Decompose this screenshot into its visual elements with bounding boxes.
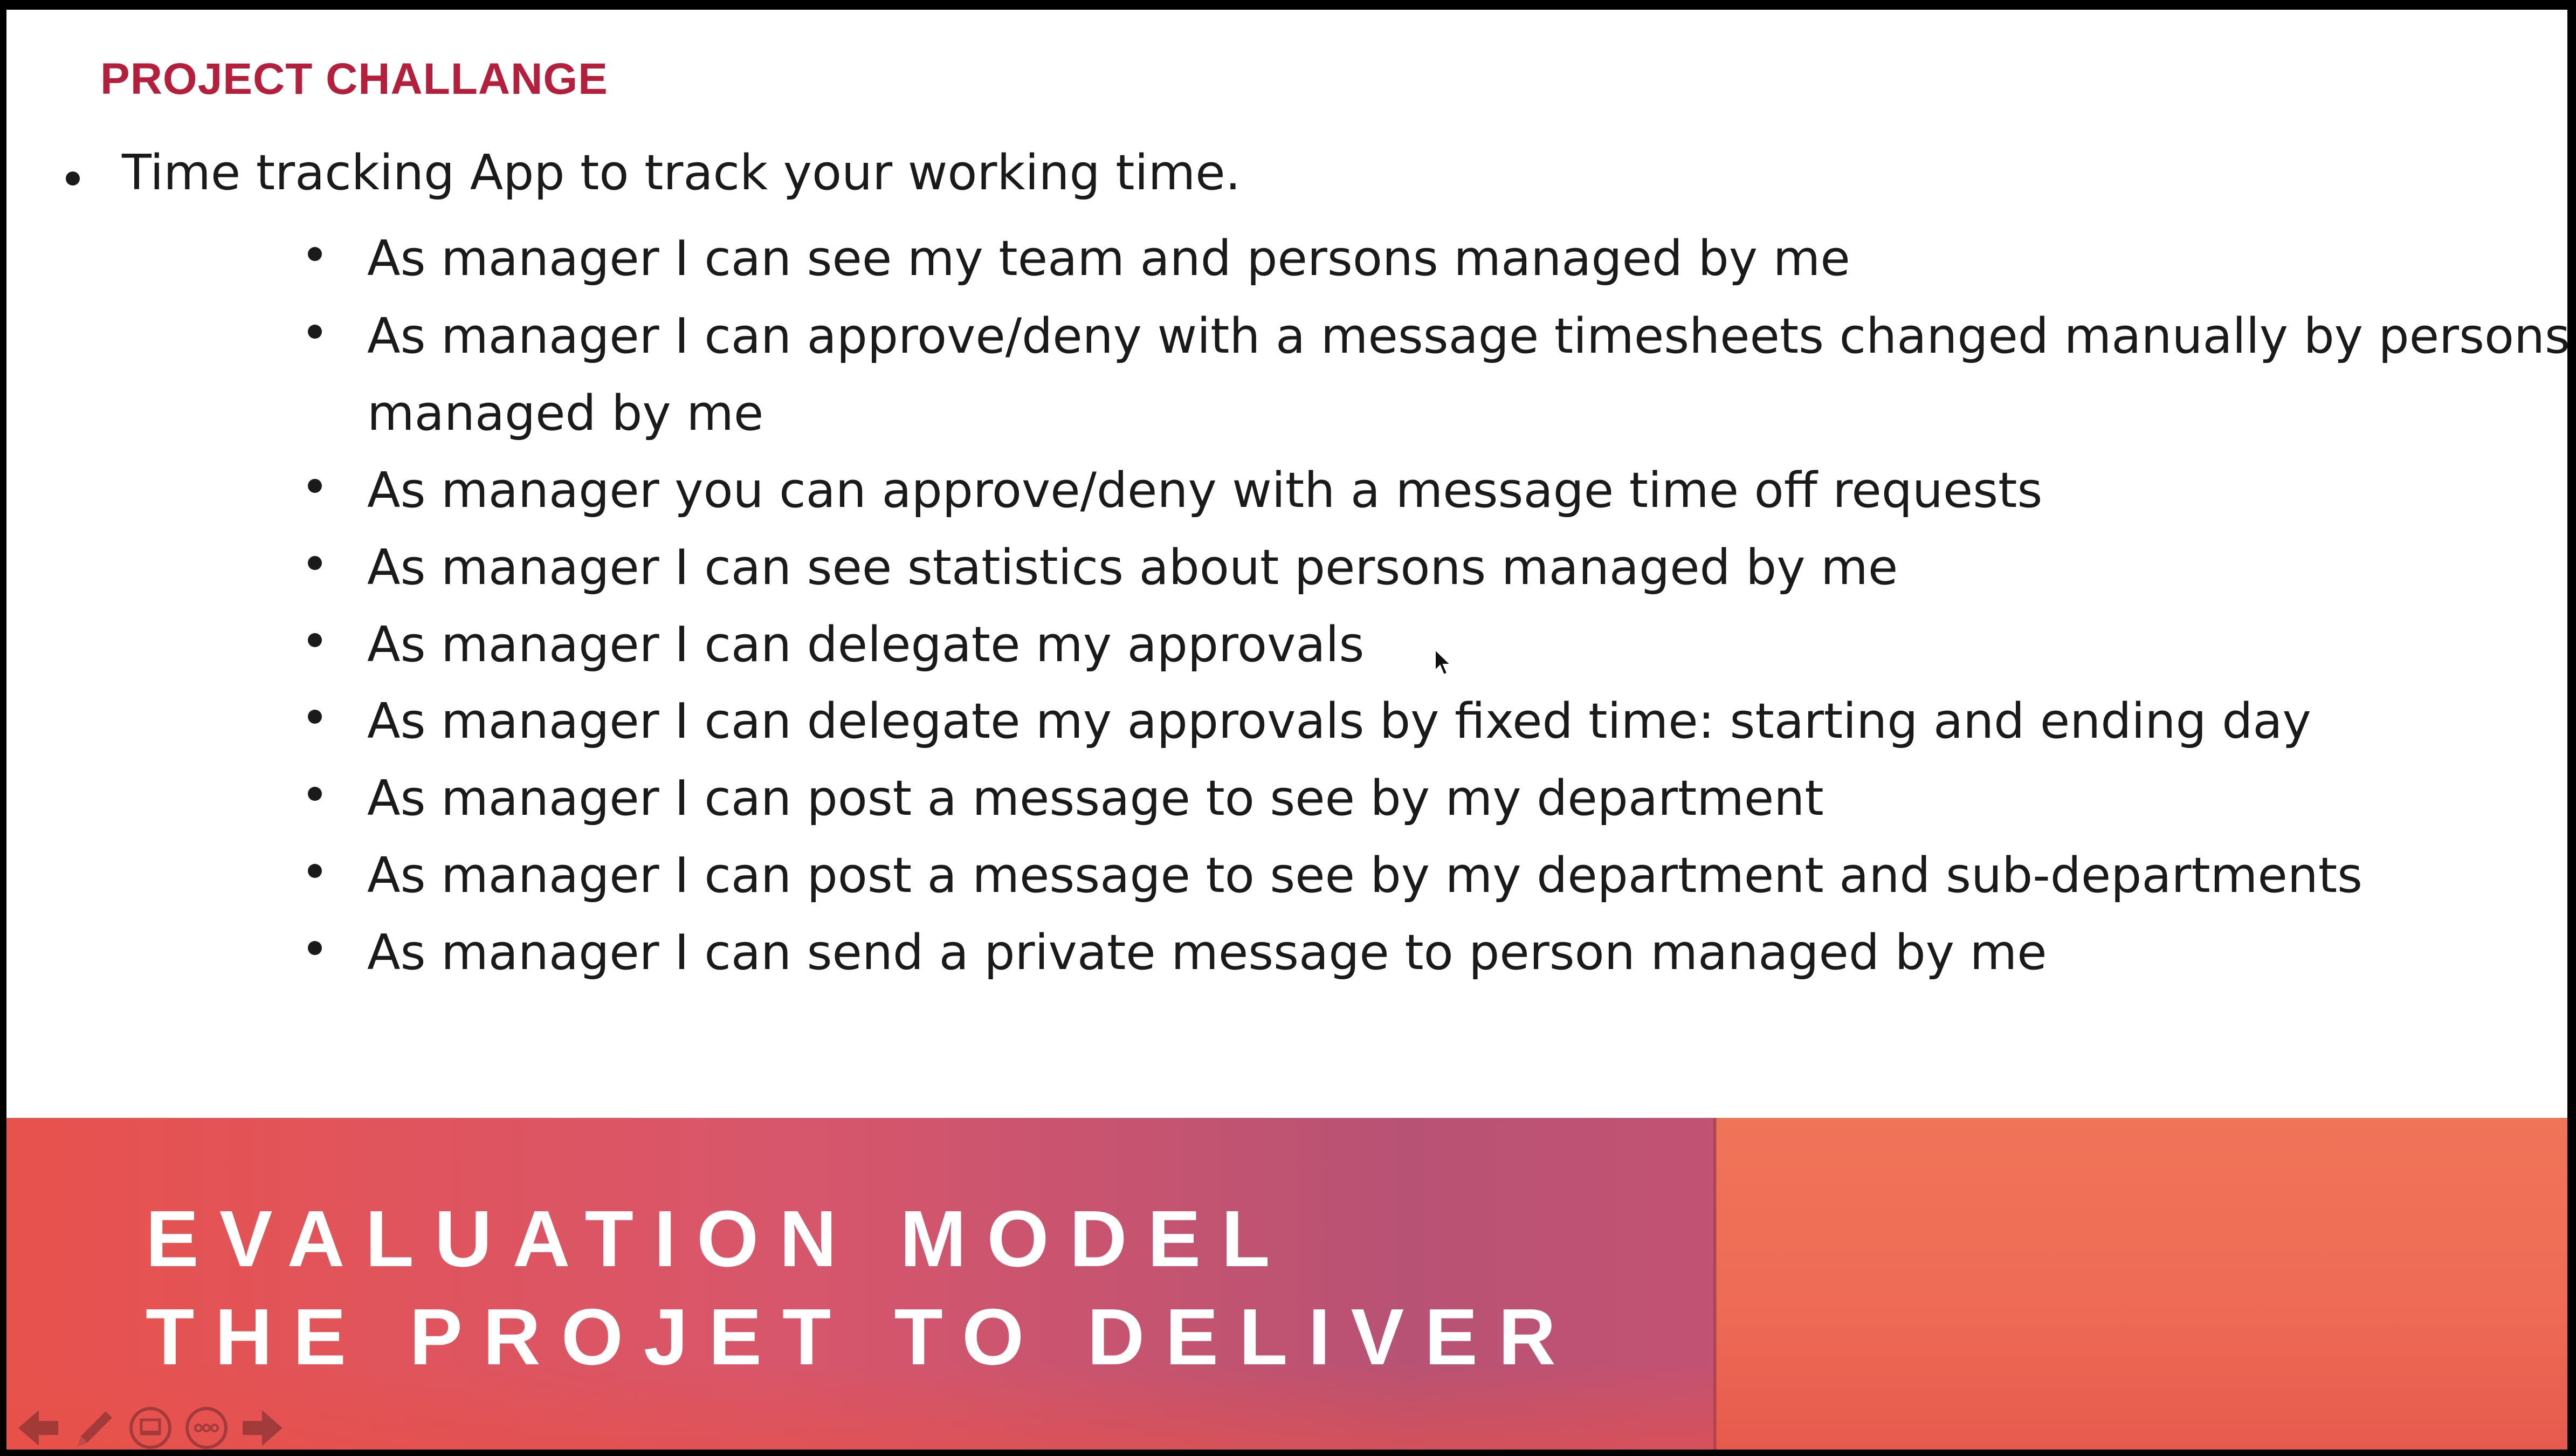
- sub-bullet-text: As manager I can approve/deny with a mes…: [367, 308, 2567, 442]
- slide-view-icon[interactable]: [126, 1404, 175, 1450]
- sub-bullet-text: As manager I can send a private message …: [367, 924, 2047, 981]
- bullet-dot: [308, 864, 322, 878]
- bullet-dot: [308, 556, 322, 570]
- sub-bullet-text: As manager I can delegate my approvals b…: [367, 693, 2311, 750]
- bullet-dot: [308, 941, 322, 955]
- arrow-right-icon[interactable]: [238, 1404, 287, 1450]
- sub-bullet-text: As manager I can post a message to see b…: [367, 847, 2363, 904]
- slideshow-controls: [14, 1404, 294, 1450]
- pen-icon[interactable]: [70, 1404, 119, 1450]
- sub-bullet-text: As manager you can approve/deny with a m…: [367, 462, 2043, 519]
- slide-title: PROJECT CHALLANGE: [100, 54, 608, 104]
- banner-title-line-1: EVALUATION MODEL: [146, 1194, 1291, 1283]
- main-bullet-text: Time tracking App to track your working …: [122, 145, 1241, 201]
- banner-left-panel: [6, 1118, 1716, 1450]
- banner-right-panel: [1716, 1118, 2567, 1450]
- bullet-dot: [308, 479, 322, 493]
- sub-bullet-text: As manager I can post a message to see b…: [367, 770, 1824, 827]
- more-options-icon[interactable]: [182, 1404, 231, 1450]
- section-banner: EVALUATION MODEL THE PROJET TO DELIVER: [6, 1118, 2567, 1450]
- bullet-dot: [308, 247, 322, 261]
- bullet-dot: [308, 633, 322, 647]
- banner-divider: [1713, 1118, 1717, 1450]
- bullet-dot: [308, 787, 322, 801]
- slide: PROJECT CHALLANGE Time tracking App to t…: [6, 10, 2567, 1450]
- sub-bullet-text: As manager I can see statistics about pe…: [367, 539, 1898, 596]
- bullet-dot: [66, 171, 80, 186]
- sub-bullet-text: As manager I can delegate my approvals: [367, 616, 1365, 673]
- mouse-cursor-icon: [1435, 649, 1452, 676]
- bullet-dot: [308, 325, 322, 339]
- bullet-dot: [308, 710, 322, 724]
- sub-bullet-text: As manager I can see my team and persons…: [367, 230, 1850, 287]
- banner-title-line-2: THE PROJET TO DELIVER: [146, 1293, 1576, 1382]
- arrow-left-icon[interactable]: [14, 1404, 63, 1450]
